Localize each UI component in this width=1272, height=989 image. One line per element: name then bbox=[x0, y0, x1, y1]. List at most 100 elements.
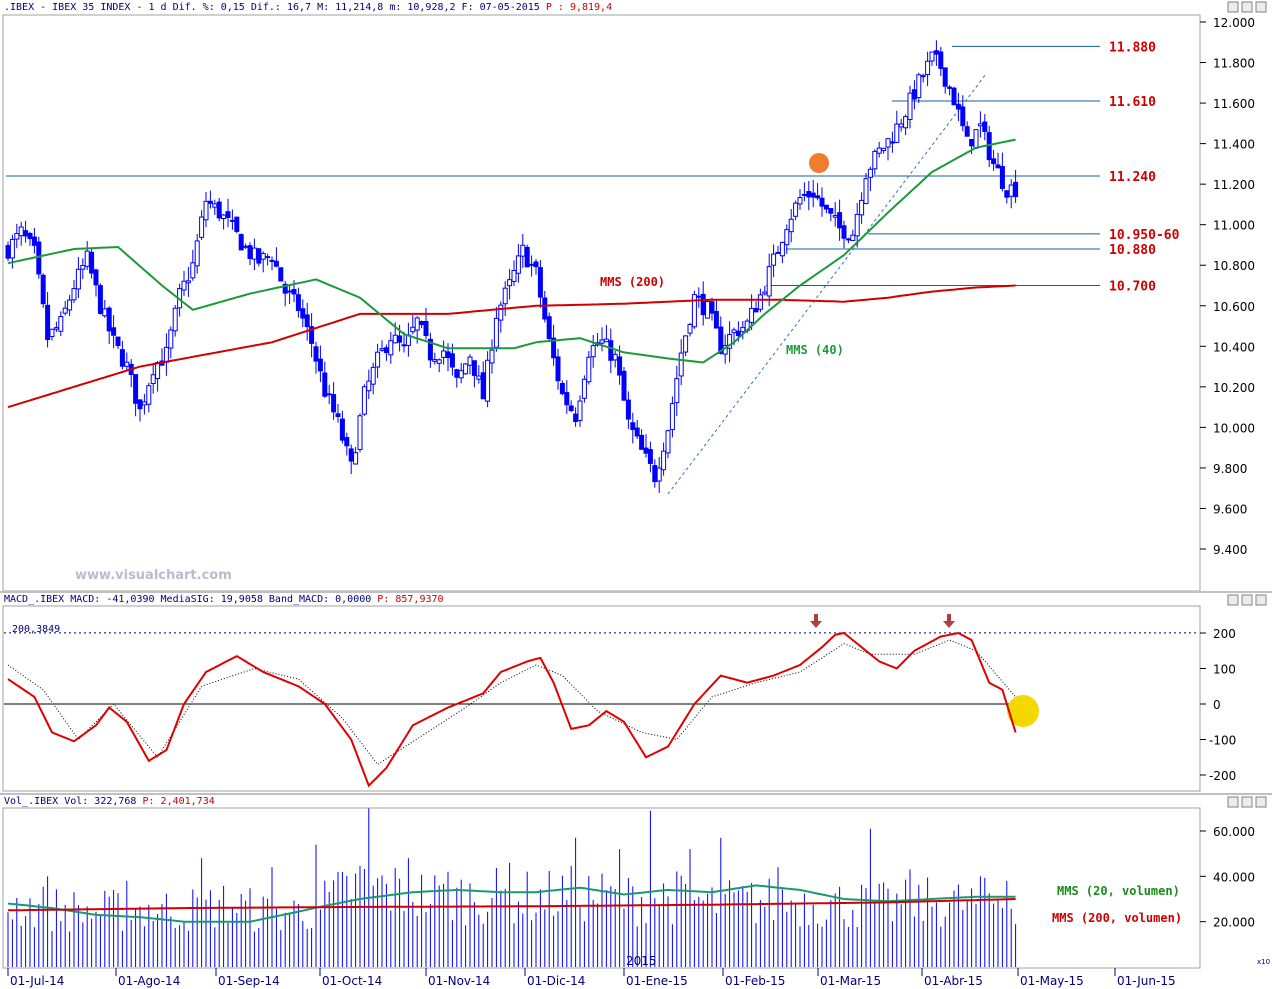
x-tick-label: 01-May-15 bbox=[1020, 974, 1084, 988]
candle-body bbox=[348, 448, 354, 462]
candle-body bbox=[1004, 190, 1010, 198]
candle-body bbox=[823, 204, 829, 210]
vol-tick-label: 60.000 bbox=[1213, 825, 1255, 839]
candle-body bbox=[265, 256, 271, 259]
candle-body bbox=[75, 268, 81, 290]
mms40-label: MMS (40) bbox=[786, 343, 844, 357]
candle-body bbox=[445, 351, 451, 359]
macd-close-button[interactable] bbox=[1255, 594, 1267, 606]
price-tick-label: 10.000 bbox=[1213, 421, 1255, 435]
candle-body bbox=[735, 330, 741, 337]
candle-body bbox=[1013, 181, 1019, 198]
vol-mms20-label: MMS (20, volumen) bbox=[1057, 884, 1180, 898]
candle-body bbox=[947, 86, 953, 89]
down-arrow-icon bbox=[810, 614, 822, 628]
candle-body bbox=[27, 232, 33, 240]
macd-tick-label: 100 bbox=[1213, 663, 1236, 677]
price-tick-label: 11.000 bbox=[1213, 219, 1255, 233]
candle-body bbox=[969, 138, 975, 147]
candle-body bbox=[700, 293, 706, 316]
price-tick-label: 9.800 bbox=[1213, 462, 1247, 476]
macd-minimize-button[interactable] bbox=[1227, 594, 1239, 606]
candle-body bbox=[586, 356, 592, 383]
close-button[interactable] bbox=[1255, 1, 1267, 13]
candle-body bbox=[850, 234, 856, 241]
macd-maximize-button[interactable] bbox=[1241, 594, 1253, 606]
candle-body bbox=[806, 191, 812, 198]
down-arrow-icon bbox=[943, 614, 955, 628]
candle-body bbox=[775, 251, 781, 254]
candle-body bbox=[731, 329, 737, 334]
candle-body bbox=[643, 447, 649, 454]
x-tick-label: 01-Sep-14 bbox=[218, 974, 280, 988]
candle-body bbox=[207, 200, 213, 204]
candle-body bbox=[375, 351, 381, 368]
macd-tick-label: -100 bbox=[1209, 734, 1236, 748]
candle-body bbox=[287, 290, 293, 293]
candle-body bbox=[564, 392, 570, 406]
candle-body bbox=[705, 301, 711, 319]
candle-body bbox=[577, 400, 583, 421]
candle-body bbox=[146, 385, 152, 405]
candle-body bbox=[353, 452, 359, 465]
candle-body bbox=[414, 317, 420, 331]
vol-close-button[interactable] bbox=[1255, 796, 1267, 808]
trend-line bbox=[667, 73, 987, 495]
candle-body bbox=[163, 346, 169, 363]
candle-body bbox=[942, 67, 948, 87]
candle-body bbox=[661, 450, 667, 471]
macd-header: MACD_.IBEX MACD: -41,0390 MediaSIG: 19,9… bbox=[4, 594, 444, 605]
candle-body bbox=[801, 193, 807, 196]
candle-body bbox=[973, 129, 979, 149]
candle-body bbox=[243, 245, 249, 248]
mms200-line bbox=[7, 284, 1016, 409]
minimize-button[interactable] bbox=[1227, 1, 1239, 13]
candle-body bbox=[845, 238, 851, 241]
macd-tick-label: -200 bbox=[1209, 769, 1236, 783]
candle-body bbox=[837, 212, 843, 229]
vol-header: Vol_.IBEX Vol: 322,768 P: 2,401,734 bbox=[4, 796, 215, 807]
candle-body bbox=[982, 121, 988, 132]
vol-mms20-line bbox=[7, 884, 1016, 923]
candle-body bbox=[467, 356, 473, 366]
candle-body bbox=[515, 255, 521, 274]
candle-body bbox=[533, 261, 539, 268]
candle-body bbox=[93, 269, 99, 286]
candle-body bbox=[273, 260, 279, 267]
candle-body bbox=[916, 74, 922, 99]
vol-minimize-button[interactable] bbox=[1227, 796, 1239, 808]
candle-body bbox=[753, 308, 759, 313]
candle-body bbox=[599, 339, 605, 344]
candle-body bbox=[955, 103, 961, 110]
axes: 12.000 11.800 11.600 11.400 11.200 11.000 10.8… bbox=[7, 16, 1255, 988]
candle-body bbox=[529, 263, 535, 266]
level-label: 10.700 bbox=[1109, 280, 1156, 295]
candle-body bbox=[625, 399, 631, 420]
candle-body bbox=[885, 138, 891, 148]
x-tick-label: 01-Jun-15 bbox=[1117, 974, 1176, 988]
candle-body bbox=[999, 165, 1005, 189]
candle-body bbox=[903, 116, 909, 129]
candle-body bbox=[551, 337, 557, 359]
candle-body bbox=[828, 208, 834, 214]
vol-tick-label: 40.000 bbox=[1213, 870, 1255, 884]
candle-body bbox=[669, 403, 675, 431]
candle-body bbox=[18, 226, 24, 237]
x-tick-label: 01-Feb-15 bbox=[725, 974, 785, 988]
candle-body bbox=[872, 150, 878, 170]
candle-body bbox=[410, 326, 416, 333]
candle-body bbox=[863, 178, 869, 205]
vol-maximize-button[interactable] bbox=[1241, 796, 1253, 808]
candle-body bbox=[260, 253, 266, 260]
price-tick-label: 11.400 bbox=[1213, 138, 1255, 152]
candle-body bbox=[185, 280, 191, 284]
macd-header-p: P: 857,9370 bbox=[377, 594, 443, 605]
candle-body bbox=[49, 328, 55, 337]
candle-body bbox=[674, 378, 680, 404]
maximize-button[interactable] bbox=[1241, 1, 1253, 13]
candle-body bbox=[617, 356, 623, 376]
candle-body bbox=[366, 380, 372, 392]
candle-body bbox=[133, 374, 139, 404]
candle-body bbox=[463, 363, 469, 375]
